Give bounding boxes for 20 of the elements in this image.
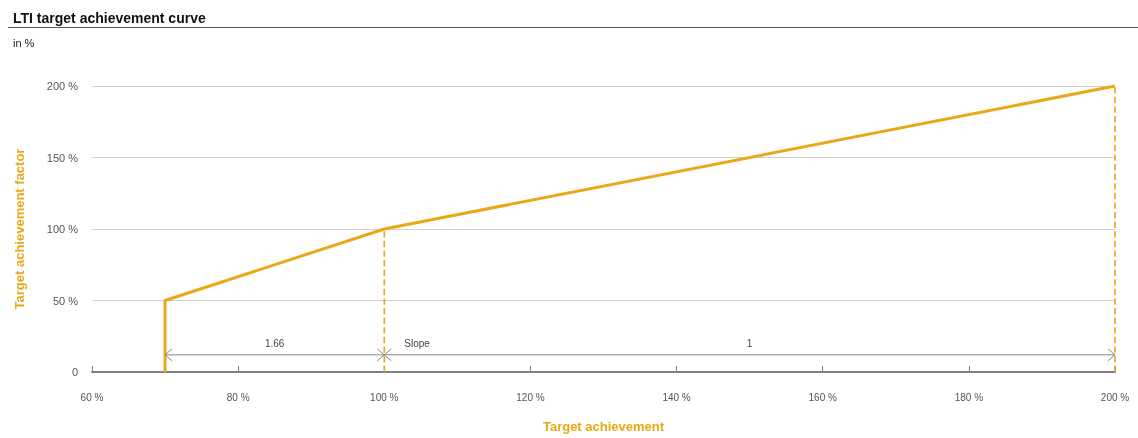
x-tick-label: 80 % (226, 391, 250, 403)
y-tick-label: 200 % (46, 80, 79, 92)
x-tick-label: 180 % (954, 391, 984, 403)
annotation: 1 (746, 338, 753, 350)
y-tick-label: 50 % (52, 294, 79, 307)
chart-subtitle: in % (13, 36, 35, 49)
y-tick-label: 100 % (46, 223, 79, 235)
x-axis-title: Target achievement (542, 419, 665, 434)
chart-title: LTI target achievement curve (13, 10, 206, 26)
y-tick-label: 150 % (46, 151, 79, 164)
y-axis-title: Target achievement factor (12, 148, 27, 310)
y-tick-label: 0 (71, 366, 78, 378)
x-tick-label: 120 % (516, 391, 545, 403)
annotation: Slope (404, 338, 431, 350)
x-tick-label: 140 % (662, 391, 691, 403)
x-tick-label: 100 % (370, 391, 399, 403)
x-tick-label: 200 % (1100, 391, 1130, 403)
annotation: 1.66 (264, 338, 285, 350)
x-tick-label: 160 % (808, 391, 837, 403)
x-tick-label: 60 % (80, 391, 104, 403)
